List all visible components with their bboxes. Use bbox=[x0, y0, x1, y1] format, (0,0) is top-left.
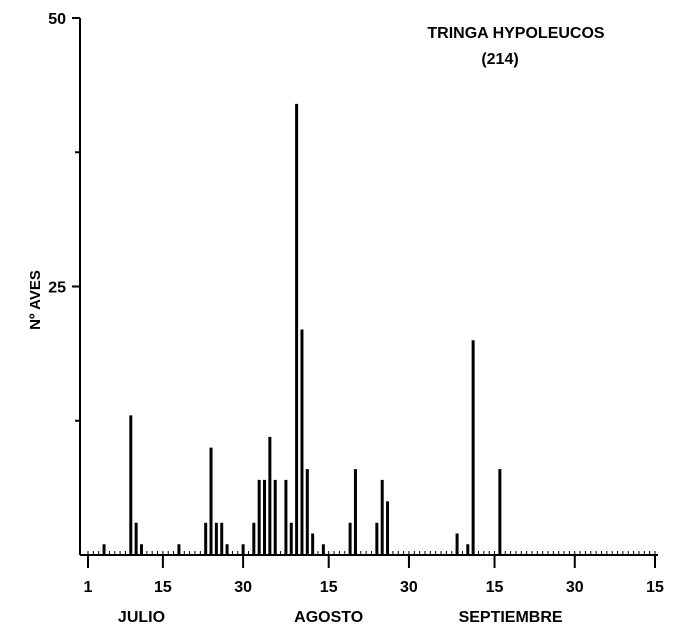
chart-subtitle: (214) bbox=[481, 51, 518, 68]
month-label: JULIO bbox=[118, 609, 165, 626]
x-tick-label: 1 bbox=[84, 579, 93, 596]
y-axis-label: Nº AVES bbox=[27, 270, 44, 330]
month-label: AGOSTO bbox=[294, 609, 363, 626]
x-tick-label: 30 bbox=[234, 579, 252, 596]
y-tick-label: 50 bbox=[48, 11, 66, 28]
x-tick-label: 15 bbox=[486, 579, 504, 596]
x-tick-label: 15 bbox=[646, 579, 664, 596]
x-tick-label: 15 bbox=[154, 579, 172, 596]
x-tick-label: 30 bbox=[566, 579, 584, 596]
x-tick-label: 15 bbox=[320, 579, 338, 596]
x-tick-label: 30 bbox=[400, 579, 418, 596]
y-tick-label: 25 bbox=[48, 280, 66, 297]
month-label: SEPTIEMBRE bbox=[459, 609, 563, 626]
chart-title: TRINGA HYPOLEUCOS bbox=[427, 25, 605, 42]
